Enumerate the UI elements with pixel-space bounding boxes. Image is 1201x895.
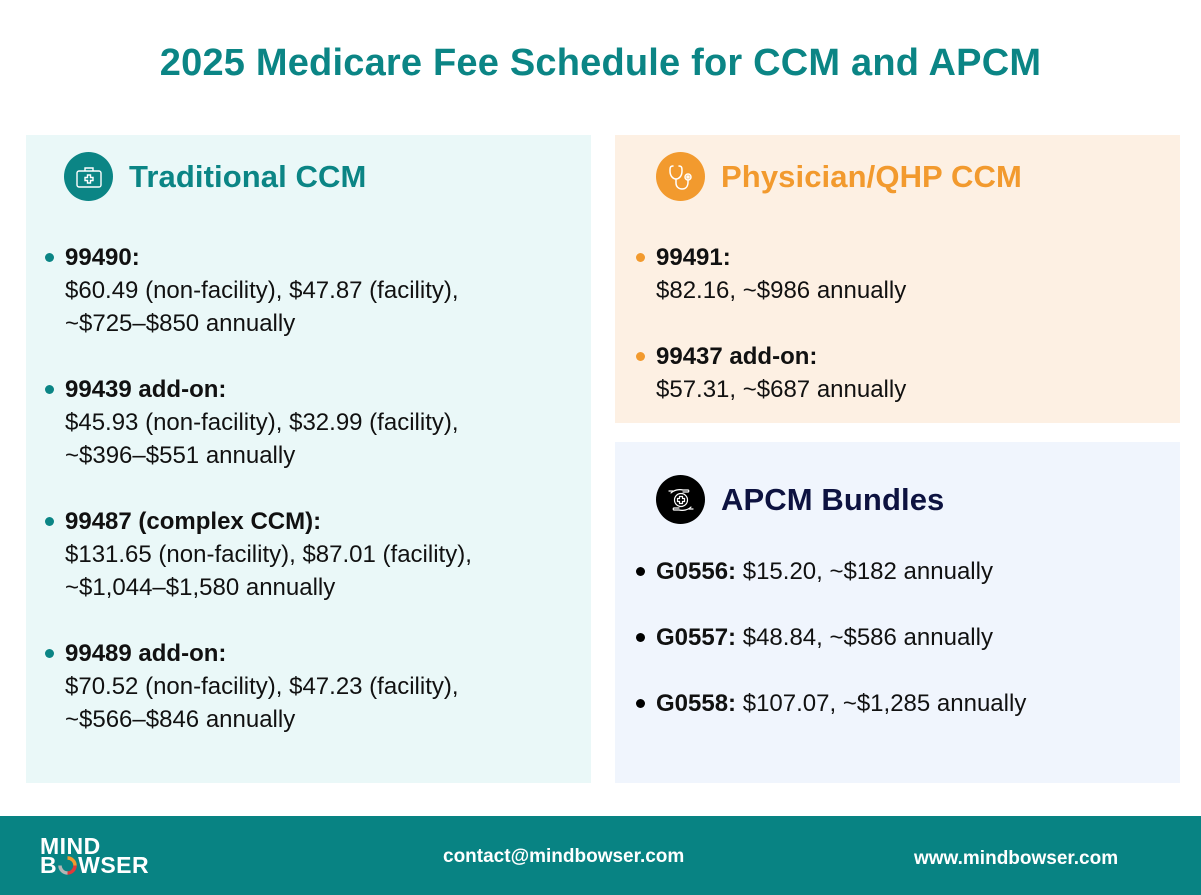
fee-text: $131.65 (non-facility), $87.01 (facility… — [65, 541, 472, 568]
list-item: G0558: $107.07, ~$1,285 annually — [636, 687, 1176, 720]
code-label: G0557: — [656, 624, 737, 651]
logo-swirl-icon — [58, 856, 77, 875]
code-label: 99490: — [65, 244, 140, 271]
code-label: G0558: — [656, 690, 737, 717]
code-label: 99489 add-on: — [65, 640, 227, 667]
fee-text: $60.49 (non-facility), $47.87 (facility)… — [65, 277, 459, 304]
bullet-icon — [636, 352, 645, 361]
apcm-bundles-header: APCM Bundles — [656, 475, 944, 524]
bullet-icon — [45, 517, 54, 526]
annual-text: ~$566–$846 annually — [65, 706, 296, 733]
traditional-ccm-title: Traditional CCM — [129, 158, 367, 194]
list-item: 99490: $60.49 (non-facility), $47.87 (fa… — [45, 241, 585, 340]
caring-hands-icon — [656, 475, 705, 524]
code-label: G0556: — [656, 558, 737, 585]
apcm-bundles-list: G0556: $15.20, ~$182 annually G0557: $48… — [636, 555, 1176, 720]
list-item: 99437 add-on: $57.31, ~$687 annually — [636, 340, 1176, 406]
code-label: 99491: — [656, 244, 731, 271]
list-item: 99439 add-on: $45.93 (non-facility), $32… — [45, 373, 585, 472]
traditional-ccm-panel: Traditional CCM 99490: $60.49 (non-facil… — [26, 135, 591, 783]
bullet-icon — [636, 567, 645, 576]
code-label: 99487 (complex CCM): — [65, 508, 322, 535]
fee-text: $15.20, ~$182 annually — [736, 558, 993, 585]
physician-ccm-panel: Physician/QHP CCM 99491: $82.16, ~$986 a… — [615, 135, 1180, 423]
annual-text: ~$1,044–$1,580 annually — [65, 574, 336, 601]
bullet-icon — [45, 649, 54, 658]
code-label: 99439 add-on: — [65, 376, 227, 403]
list-item: G0556: $15.20, ~$182 annually — [636, 555, 1176, 588]
contact-email-link[interactable]: contact@mindbowser.com — [443, 846, 685, 867]
physician-ccm-list: 99491: $82.16, ~$986 annually 99437 add-… — [636, 241, 1176, 406]
fee-text: $107.07, ~$1,285 annually — [736, 690, 1027, 717]
apcm-bundles-panel: APCM Bundles G0556: $15.20, ~$182 annual… — [615, 442, 1180, 783]
list-item: G0557: $48.84, ~$586 annually — [636, 621, 1176, 654]
bullet-icon — [636, 633, 645, 642]
mindbowser-logo[interactable]: MIND B WSER — [40, 833, 150, 878]
footer: MIND B WSER contact@mindbowser.com www.m… — [0, 816, 1201, 895]
page-title: 2025 Medicare Fee Schedule for CCM and A… — [159, 42, 1042, 84]
medical-kit-icon — [64, 152, 113, 201]
list-item: 99487 (complex CCM): $131.65 (non-facili… — [45, 505, 585, 604]
bullet-icon — [45, 385, 54, 394]
annual-text: ~$396–$551 annually — [65, 442, 296, 469]
stethoscope-icon — [656, 152, 705, 201]
fee-text: $48.84, ~$586 annually — [736, 624, 993, 651]
logo-letters-wser: WSER — [78, 852, 150, 878]
fee-text: $45.93 (non-facility), $32.99 (facility)… — [65, 409, 459, 436]
website-link[interactable]: www.mindbowser.com — [914, 848, 1119, 869]
fee-text: $82.16, ~$986 annually — [656, 277, 907, 304]
traditional-ccm-list: 99490: $60.49 (non-facility), $47.87 (fa… — [45, 241, 585, 736]
physician-ccm-header: Physician/QHP CCM — [656, 152, 1022, 201]
fee-text: $70.52 (non-facility), $47.23 (facility)… — [65, 673, 459, 700]
logo-letter-b: B — [40, 852, 58, 878]
list-item: 99491: $82.16, ~$986 annually — [636, 241, 1176, 307]
traditional-ccm-header: Traditional CCM — [64, 152, 366, 201]
bullet-icon — [45, 253, 54, 262]
annual-text: ~$725–$850 annually — [65, 310, 296, 337]
code-label: 99437 add-on: — [656, 343, 818, 370]
fee-text: $57.31, ~$687 annually — [656, 376, 907, 403]
logo-line-1: MIND — [40, 833, 101, 859]
physician-ccm-title: Physician/QHP CCM — [721, 158, 1022, 194]
bullet-icon — [636, 699, 645, 708]
list-item: 99489 add-on: $70.52 (non-facility), $47… — [45, 637, 585, 736]
apcm-bundles-title: APCM Bundles — [721, 481, 945, 517]
logo-line-2: B WSER — [40, 852, 150, 878]
bullet-icon — [636, 253, 645, 262]
